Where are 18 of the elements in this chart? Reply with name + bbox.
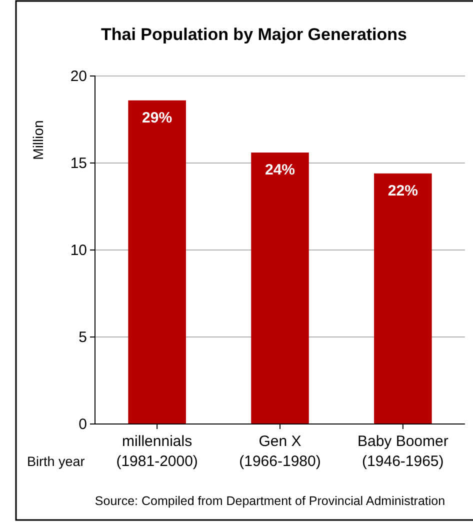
y-tick-label: 0 bbox=[78, 416, 87, 433]
y-tick-label: 20 bbox=[70, 68, 87, 85]
y-axis-title: Million bbox=[30, 120, 46, 160]
x-tick-label: Gen X (1966-1980) bbox=[239, 433, 321, 470]
annotation: 24% bbox=[264, 162, 296, 179]
y-tick-label: 10 bbox=[70, 242, 87, 259]
bar bbox=[251, 152, 309, 424]
x-tick-label: Baby Boomer (1946-1965) bbox=[357, 433, 448, 470]
bar bbox=[128, 100, 186, 424]
chart-title: Thai Population by Major Generations bbox=[100, 25, 408, 44]
annotation: 22% bbox=[388, 182, 418, 200]
source-note: Source: Compiled from Department of Provincial Administration bbox=[94, 494, 446, 508]
y-tick-label: 15 bbox=[70, 154, 87, 172]
y-tick-label: 5 bbox=[78, 328, 87, 346]
bar bbox=[374, 173, 432, 424]
annotation: 29% bbox=[142, 109, 172, 126]
text: Birth year bbox=[27, 454, 86, 469]
x-tick-label: millennials (1981-2000) bbox=[116, 433, 198, 470]
